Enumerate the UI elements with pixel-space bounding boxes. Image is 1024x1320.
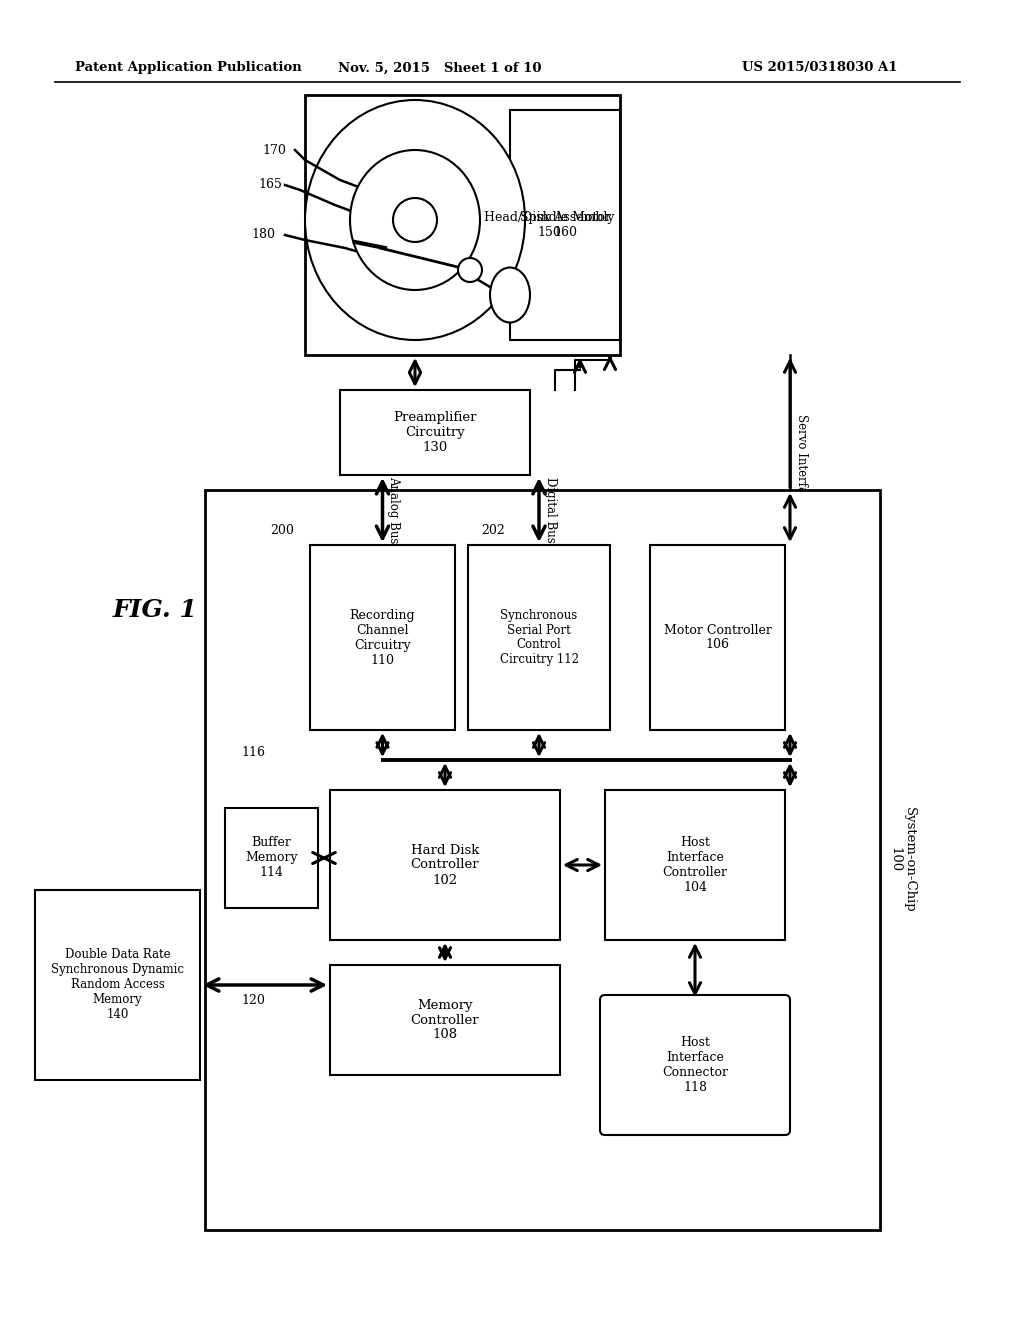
- Ellipse shape: [350, 150, 480, 290]
- FancyBboxPatch shape: [650, 545, 785, 730]
- FancyBboxPatch shape: [310, 545, 455, 730]
- Text: Preamplifier
Circuitry
130: Preamplifier Circuitry 130: [393, 411, 477, 454]
- FancyBboxPatch shape: [35, 890, 200, 1080]
- Text: Digital Bus: Digital Bus: [544, 477, 557, 543]
- Text: 170: 170: [262, 144, 286, 157]
- Text: FIG. 1: FIG. 1: [113, 598, 198, 622]
- Text: 185: 185: [556, 503, 580, 516]
- FancyBboxPatch shape: [510, 110, 620, 341]
- Text: 116: 116: [241, 747, 265, 759]
- Text: 165: 165: [258, 178, 282, 191]
- Text: 180: 180: [251, 228, 275, 242]
- Ellipse shape: [305, 100, 525, 341]
- Text: Buffer
Memory
114: Buffer Memory 114: [245, 837, 298, 879]
- Text: Spindle Motor
160: Spindle Motor 160: [519, 211, 610, 239]
- Text: 120: 120: [241, 994, 265, 1006]
- Text: Recording
Channel
Circuitry
110: Recording Channel Circuitry 110: [349, 609, 416, 667]
- FancyBboxPatch shape: [600, 995, 790, 1135]
- Text: US 2015/0318030 A1: US 2015/0318030 A1: [742, 62, 898, 74]
- Text: 122: 122: [818, 583, 842, 597]
- Ellipse shape: [393, 198, 437, 242]
- Circle shape: [458, 257, 482, 282]
- Text: Analog Bus: Analog Bus: [387, 477, 400, 544]
- Text: Head/Disk Assembly
150: Head/Disk Assembly 150: [484, 211, 615, 239]
- Text: System-on-Chip
100: System-on-Chip 100: [888, 808, 916, 913]
- FancyBboxPatch shape: [605, 789, 785, 940]
- FancyBboxPatch shape: [225, 808, 318, 908]
- FancyBboxPatch shape: [205, 490, 880, 1230]
- Text: Memory
Controller
108: Memory Controller 108: [411, 998, 479, 1041]
- Text: Servo Interface: Servo Interface: [795, 413, 808, 507]
- FancyBboxPatch shape: [305, 95, 620, 355]
- Text: 200: 200: [270, 524, 294, 536]
- Text: Host
Interface
Controller
104: Host Interface Controller 104: [663, 836, 727, 894]
- Text: 202: 202: [481, 524, 505, 536]
- Text: Patent Application Publication: Patent Application Publication: [75, 62, 302, 74]
- Text: Double Data Rate
Synchronous Dynamic
Random Access
Memory
140: Double Data Rate Synchronous Dynamic Ran…: [51, 949, 184, 1022]
- FancyBboxPatch shape: [468, 545, 610, 730]
- Text: 190: 190: [574, 519, 598, 532]
- Text: Hard Disk
Controller
102: Hard Disk Controller 102: [411, 843, 479, 887]
- Text: Host
Interface
Connector
118: Host Interface Connector 118: [662, 1036, 728, 1094]
- FancyBboxPatch shape: [330, 965, 560, 1074]
- Ellipse shape: [490, 268, 530, 322]
- Text: Motor Controller
106: Motor Controller 106: [664, 623, 771, 652]
- Text: 10: 10: [207, 631, 227, 648]
- FancyBboxPatch shape: [330, 789, 560, 940]
- Text: Nov. 5, 2015   Sheet 1 of 10: Nov. 5, 2015 Sheet 1 of 10: [338, 62, 542, 74]
- Text: Synchronous
Serial Port
Control
Circuitry 112: Synchronous Serial Port Control Circuitr…: [500, 609, 579, 667]
- FancyBboxPatch shape: [340, 389, 530, 475]
